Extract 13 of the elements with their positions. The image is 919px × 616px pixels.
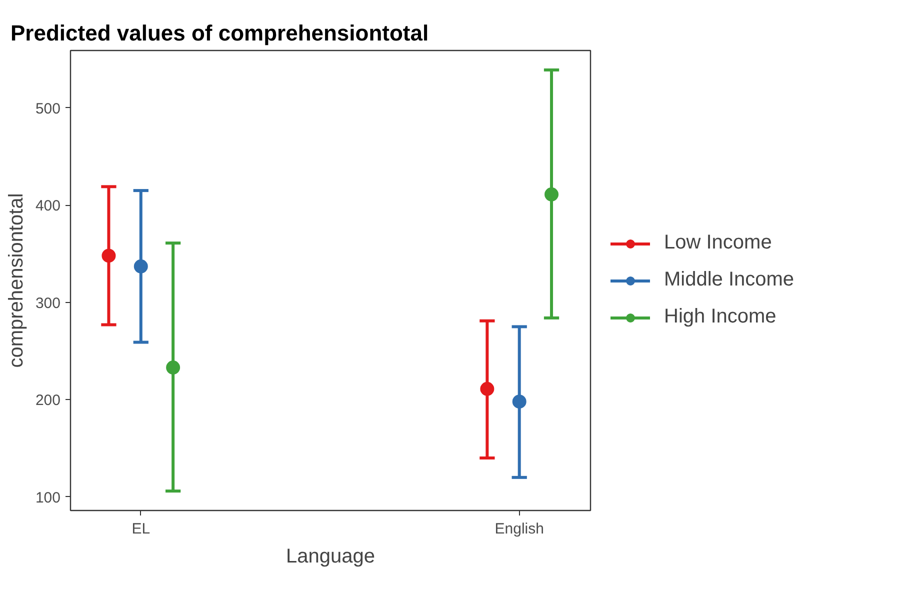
x-tick-label: EL [132,520,150,538]
chart-title: Predicted values of comprehensiontotal [10,20,429,46]
y-tick-label: 100 [35,489,61,506]
y-axis-title: comprehensiontotal [5,193,28,368]
y-tick-label: 300 [35,294,61,312]
x-tick-label: English [494,520,544,538]
y-tick-label: 400 [35,198,61,215]
y-tick-label: 500 [35,100,61,118]
legend-label: High Income [664,306,776,328]
legend-label: Low Income [664,232,772,254]
y-tick-label: 200 [35,392,61,410]
x-axis-title: Language [286,546,375,568]
legend-label: Middle Income [664,268,794,292]
